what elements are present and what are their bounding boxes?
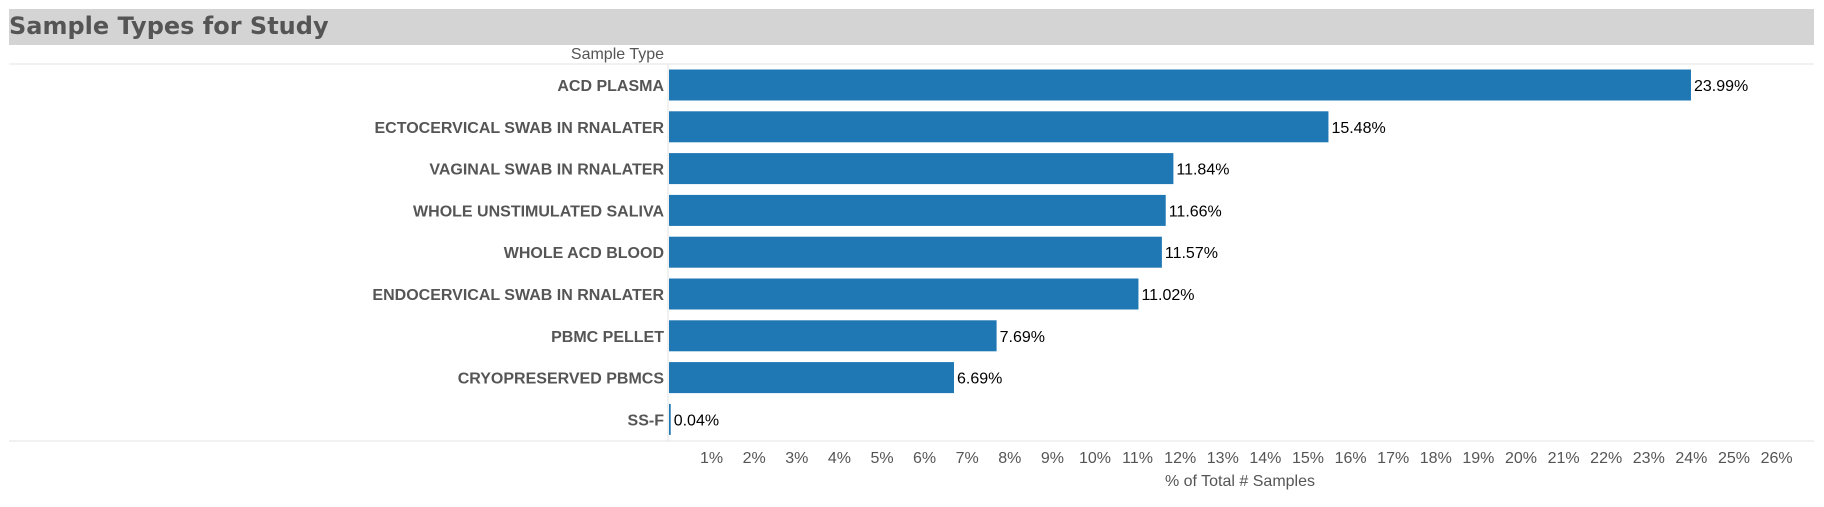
x-tick-label: 17% — [1377, 450, 1409, 467]
row-header: Sample Type — [571, 46, 664, 63]
bar — [669, 362, 954, 394]
x-tick-label: 5% — [870, 450, 893, 467]
data-label: 0.04% — [674, 412, 719, 429]
bar — [669, 236, 1162, 268]
data-label: 11.57% — [1165, 245, 1218, 262]
x-tick-label: 26% — [1761, 450, 1793, 467]
x-tick-label: 13% — [1207, 450, 1239, 467]
x-tick-label: 23% — [1633, 450, 1665, 467]
x-axis-label: % of Total # Samples — [1165, 473, 1315, 490]
category-label: WHOLE ACD BLOOD — [504, 245, 664, 262]
category-label: WHOLE UNSTIMULATED SALIVA — [413, 203, 664, 220]
category-label: ACD PLASMA — [557, 78, 664, 95]
x-tick-label: 8% — [998, 450, 1021, 467]
x-tick-label: 16% — [1335, 450, 1367, 467]
bar — [669, 153, 1174, 185]
bar — [669, 111, 1329, 143]
data-label: 11.84% — [1176, 162, 1229, 179]
x-tick-label: 15% — [1292, 450, 1324, 467]
data-label: 15.48% — [1331, 120, 1385, 137]
category-label: ECTOCERVICAL SWAB IN RNALATER — [375, 120, 665, 137]
data-label: 11.02% — [1141, 287, 1194, 304]
x-tick-label: 21% — [1548, 450, 1580, 467]
data-label: 23.99% — [1694, 78, 1748, 95]
bar — [669, 278, 1139, 310]
x-tick-label: 4% — [828, 450, 851, 467]
x-tick-label: 18% — [1420, 450, 1452, 467]
x-tick-label: 20% — [1505, 450, 1537, 467]
bar — [669, 320, 997, 352]
category-label: CRYOPRESERVED PBMCS — [458, 371, 665, 388]
bar — [669, 403, 671, 435]
x-tick-label: 9% — [1041, 450, 1064, 467]
x-tick-label: 7% — [956, 450, 979, 467]
x-tick-label: 2% — [743, 450, 766, 467]
x-tick-label: 10% — [1079, 450, 1111, 467]
bar — [669, 69, 1691, 101]
x-tick-label: 24% — [1675, 450, 1707, 467]
category-label: SS-F — [628, 412, 665, 429]
data-label: 11.66% — [1169, 203, 1222, 220]
title-bar: Sample Types for Study — [9, 9, 1814, 45]
category-label: VAGINAL SWAB IN RNALATER — [429, 162, 664, 179]
x-tick-label: 14% — [1249, 450, 1281, 467]
x-tick-label: 19% — [1462, 450, 1494, 467]
category-label: PBMC PELLET — [551, 329, 664, 346]
data-label: 6.69% — [957, 371, 1002, 388]
data-label: 7.69% — [1000, 329, 1045, 346]
bar — [669, 194, 1166, 226]
x-tick-label: 12% — [1164, 450, 1196, 467]
x-tick-label: 22% — [1590, 450, 1622, 467]
x-tick-label: 11% — [1122, 450, 1153, 467]
x-tick-label: 25% — [1718, 450, 1750, 467]
x-tick-label: 1% — [700, 450, 723, 467]
category-label: ENDOCERVICAL SWAB IN RNALATER — [372, 287, 664, 304]
x-tick-label: 3% — [785, 450, 808, 467]
x-tick-label: 6% — [913, 450, 936, 467]
chart-title: Sample Types for Study — [9, 12, 329, 40]
